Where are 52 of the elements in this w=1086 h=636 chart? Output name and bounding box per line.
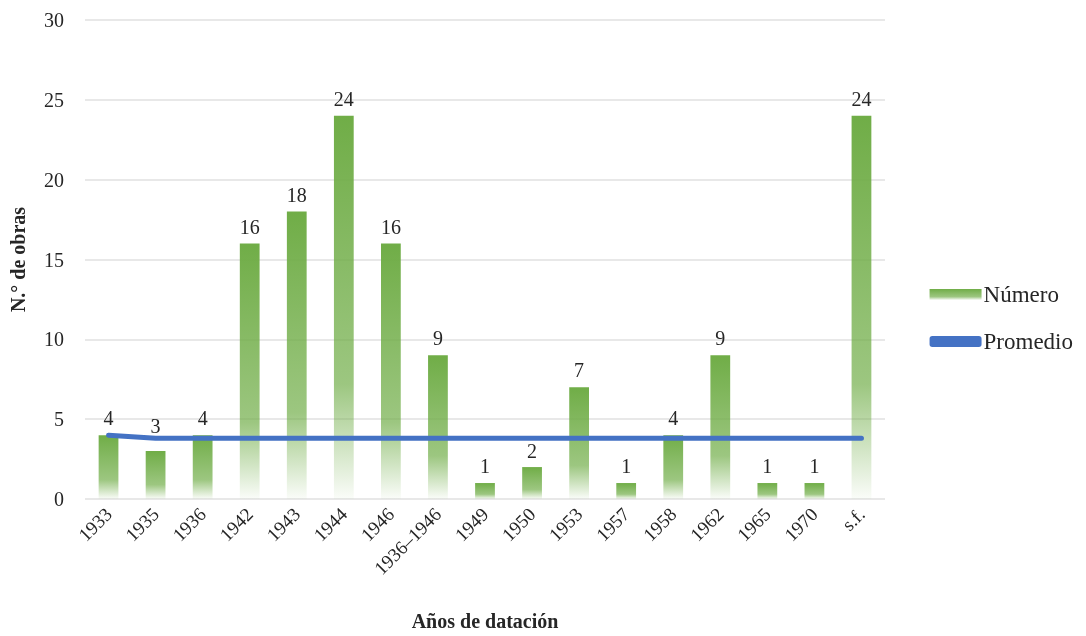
data-label: 24 bbox=[333, 87, 354, 110]
data-label: 1 bbox=[809, 455, 820, 478]
data-label: 3 bbox=[150, 414, 161, 437]
y-tick-label: 20 bbox=[44, 168, 64, 191]
bar bbox=[475, 483, 495, 499]
y-axis-title: N.° de obras bbox=[7, 206, 29, 313]
bar bbox=[239, 243, 260, 499]
y-tick-label: 5 bbox=[54, 408, 64, 431]
data-label: 4 bbox=[668, 407, 679, 430]
bar bbox=[663, 435, 684, 499]
bar bbox=[192, 435, 213, 499]
data-label: 9 bbox=[715, 327, 726, 350]
bar bbox=[381, 243, 401, 499]
bar bbox=[851, 115, 872, 499]
bar bbox=[333, 115, 354, 499]
y-tick-label: 25 bbox=[44, 88, 64, 111]
bar bbox=[569, 387, 589, 499]
y-tick-label: 30 bbox=[44, 9, 64, 31]
data-label: 1 bbox=[621, 455, 632, 478]
legend-label: Promedio bbox=[983, 329, 1074, 354]
x-tick-label: 1950 bbox=[497, 503, 540, 546]
bar bbox=[286, 211, 307, 499]
data-label: 2 bbox=[527, 439, 538, 462]
data-label: 7 bbox=[574, 359, 585, 382]
x-tick-label: 1970 bbox=[780, 503, 822, 546]
x-tick-label: 1942 bbox=[215, 503, 258, 546]
bar bbox=[757, 483, 778, 499]
bar bbox=[710, 355, 731, 499]
data-label: 16 bbox=[239, 215, 260, 238]
bar bbox=[616, 483, 637, 499]
bar bbox=[98, 435, 119, 499]
x-tick-label: 1943 bbox=[262, 503, 305, 546]
data-label: 9 bbox=[432, 327, 443, 350]
data-label: 16 bbox=[380, 215, 401, 238]
data-label: 1 bbox=[480, 455, 490, 478]
x-axis-title: Años de datación bbox=[411, 610, 559, 632]
x-tick-label: 1949 bbox=[450, 503, 493, 546]
bar bbox=[145, 451, 166, 499]
x-tick-label: s.f. bbox=[837, 503, 869, 535]
bar bbox=[522, 467, 542, 499]
data-label: 1 bbox=[762, 455, 773, 478]
data-label: 18 bbox=[286, 183, 307, 206]
y-tick-label: 15 bbox=[44, 248, 64, 271]
legend-label: Número bbox=[983, 282, 1059, 307]
y-tick-label: 0 bbox=[54, 488, 64, 510]
y-tick-label: 10 bbox=[44, 328, 64, 351]
data-label: 24 bbox=[851, 87, 872, 110]
data-label: 4 bbox=[103, 407, 114, 430]
bar bbox=[804, 483, 825, 499]
data-label: 4 bbox=[197, 407, 208, 430]
x-tick-label: 1962 bbox=[686, 503, 728, 546]
bar bbox=[428, 355, 448, 499]
